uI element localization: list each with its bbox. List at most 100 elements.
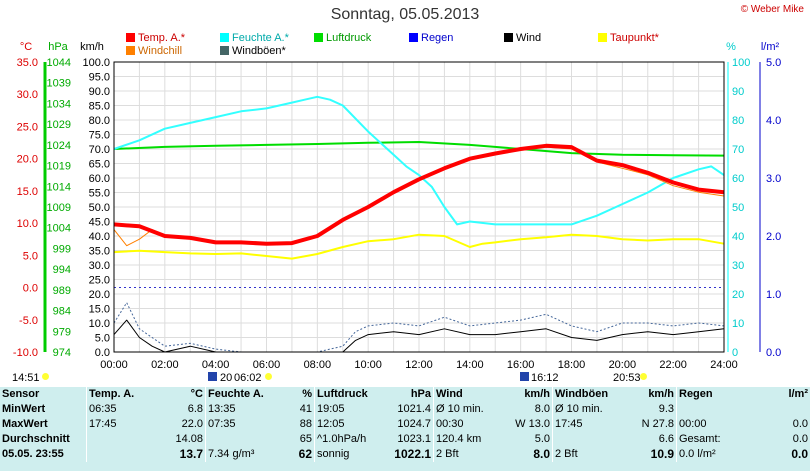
temp-time: 17:45 bbox=[86, 417, 151, 432]
wind-tick-label: 30.0 bbox=[89, 260, 110, 272]
temp-tick-label: 15.0 bbox=[17, 186, 38, 198]
pressure-tick-label: 1009 bbox=[47, 202, 71, 214]
time-tick-label: 20:00 bbox=[609, 359, 637, 371]
humidity-tick-label: 90 bbox=[732, 86, 744, 98]
wind-value: 8.0 bbox=[534, 403, 550, 415]
press-value: 1023.1 bbox=[397, 433, 431, 445]
humidity-tick-label: 20 bbox=[732, 289, 744, 301]
legend-item-rain: Regen bbox=[409, 32, 453, 44]
gust-time: 2 Bft bbox=[552, 447, 627, 462]
hum-value: 88 bbox=[299, 418, 312, 430]
rain-value: 0.0 bbox=[792, 418, 808, 430]
summary-header-press: Luftdruck bbox=[314, 387, 389, 402]
gust-time: Ø 10 min. bbox=[552, 402, 627, 417]
summary-header-hum-unit: % bbox=[302, 388, 312, 400]
series-line-windb-en bbox=[113, 302, 725, 353]
wind-tick-label: 100.0 bbox=[82, 57, 110, 69]
wind-tick-label: 95.0 bbox=[89, 72, 110, 84]
chart-grid bbox=[113, 61, 725, 353]
summary-header-wind-unit: km/h bbox=[524, 388, 550, 400]
summary-panel: Sensor Temp. A. °C Feuchte A. % Luftdruc… bbox=[0, 387, 810, 471]
rain-value: 0.0 bbox=[791, 447, 808, 461]
summary-row-min: MinWert 06:35 6.8 13:35 41 19:05 1021.4 … bbox=[0, 402, 810, 417]
pressure-tick-label: 999 bbox=[53, 243, 71, 255]
wind-tick-label: 5.0 bbox=[95, 333, 110, 345]
temp-tick-label: -5.0 bbox=[19, 315, 38, 327]
moon-time: 16:12 bbox=[531, 372, 559, 384]
wind-time: 2 Bft bbox=[433, 447, 508, 462]
legend-label-rain: Regen bbox=[421, 32, 454, 44]
wind-tick-label: 15.0 bbox=[89, 304, 110, 316]
time-tick-label: 14:00 bbox=[456, 359, 484, 371]
wind-time: Ø 10 min. bbox=[433, 402, 508, 417]
summary-header-temp-unit: °C bbox=[190, 388, 203, 400]
legend-swatch-dewpoint bbox=[598, 33, 607, 42]
wind-tick-label: 50.0 bbox=[89, 202, 110, 214]
rain-value: 0.0 bbox=[792, 433, 808, 445]
summary-table: Sensor Temp. A. °C Feuchte A. % Luftdruc… bbox=[0, 387, 810, 462]
humidity-tick-label: 70 bbox=[732, 144, 744, 156]
humidity-tick-label: 50 bbox=[732, 202, 744, 214]
series-line-luftdruck bbox=[113, 141, 725, 157]
press-value: 1022.1 bbox=[394, 447, 431, 461]
time-tick-label: 18:00 bbox=[558, 359, 586, 371]
pressure-tick-label: 984 bbox=[53, 306, 71, 318]
wind-time: 00:30 bbox=[433, 417, 508, 432]
time-tick-label: 02:00 bbox=[151, 359, 179, 371]
temp-value: 13.7 bbox=[179, 447, 203, 461]
wind-tick-label: 80.0 bbox=[89, 115, 110, 127]
wind-tick-label: 25.0 bbox=[89, 275, 110, 287]
wind-tick-label: 0.0 bbox=[95, 347, 110, 359]
legend-swatch-wind bbox=[504, 33, 513, 42]
time-tick-label: 10:00 bbox=[354, 359, 382, 371]
humidity-unit-label: % bbox=[726, 41, 736, 53]
summary-header-press-unit: hPa bbox=[410, 388, 431, 400]
wind-tick-label: 75.0 bbox=[89, 130, 110, 142]
weather-chart: °C hPa km/h% l/m² 35.0 30.0 25.0 20.0 15.0 10.0 5.… bbox=[13, 41, 781, 371]
pressure-tick-label: 1019 bbox=[47, 161, 71, 173]
wind-tick-label: 20.0 bbox=[89, 289, 110, 301]
row-label: MaxWert bbox=[2, 418, 48, 430]
rain-tick-label: 5.0 bbox=[766, 57, 781, 69]
humidity-tick-label: 80 bbox=[732, 115, 744, 127]
temp-unit-label: °C bbox=[20, 41, 32, 53]
temp-tick-label: 0.0 bbox=[23, 283, 38, 295]
moonset-icon bbox=[520, 372, 529, 381]
humidity-tick-label: 10 bbox=[732, 318, 744, 330]
gust-value: 9.3 bbox=[658, 403, 674, 415]
rain-time bbox=[676, 402, 741, 417]
hum-time: 7.34 g/m³ bbox=[205, 447, 280, 462]
rain-tick-label: 2.0 bbox=[766, 231, 781, 243]
row-label: 05.05. 23:55 bbox=[2, 448, 64, 460]
legend-swatch-humidity bbox=[220, 33, 229, 42]
press-time: sonnig bbox=[314, 447, 389, 462]
chart-series bbox=[113, 95, 725, 353]
row-label: MinWert bbox=[2, 403, 46, 415]
pressure-unit-label: hPa bbox=[48, 41, 68, 53]
legend-swatch-pressure bbox=[314, 33, 323, 42]
wind-tick-label: 65.0 bbox=[89, 159, 110, 171]
moon-phase-label: 20 bbox=[220, 372, 233, 384]
summary-header-rain-unit: l/m² bbox=[788, 388, 808, 400]
pressure-tick-label: 974 bbox=[53, 347, 71, 359]
rain-tick-label: 4.0 bbox=[766, 115, 781, 127]
gust-value: 10.9 bbox=[650, 447, 674, 461]
legend-item-wind: Wind bbox=[504, 32, 541, 44]
pressure-tick-label: 1029 bbox=[47, 119, 71, 131]
wind-value: 5.0 bbox=[534, 433, 550, 445]
sun-icon bbox=[42, 373, 49, 380]
rain-time: 00:00 bbox=[676, 417, 741, 432]
temp-time bbox=[86, 447, 151, 462]
wind-value: 8.0 bbox=[533, 447, 550, 461]
sunrise-time: 06:02 bbox=[234, 372, 262, 384]
temp-tick-label: 10.0 bbox=[17, 218, 38, 230]
humidity-tick-label: 100 bbox=[732, 57, 750, 69]
moon-icon bbox=[208, 372, 217, 381]
humidity-tick-label: 40 bbox=[732, 231, 744, 243]
pressure-tick-label: 989 bbox=[53, 285, 71, 297]
pressure-tick-label: 1039 bbox=[47, 78, 71, 90]
time-tick-label: 16:00 bbox=[507, 359, 535, 371]
rain-tick-label: 1.0 bbox=[766, 289, 781, 301]
wind-value: W 13.0 bbox=[515, 418, 550, 430]
time-tick-label: 06:00 bbox=[253, 359, 281, 371]
